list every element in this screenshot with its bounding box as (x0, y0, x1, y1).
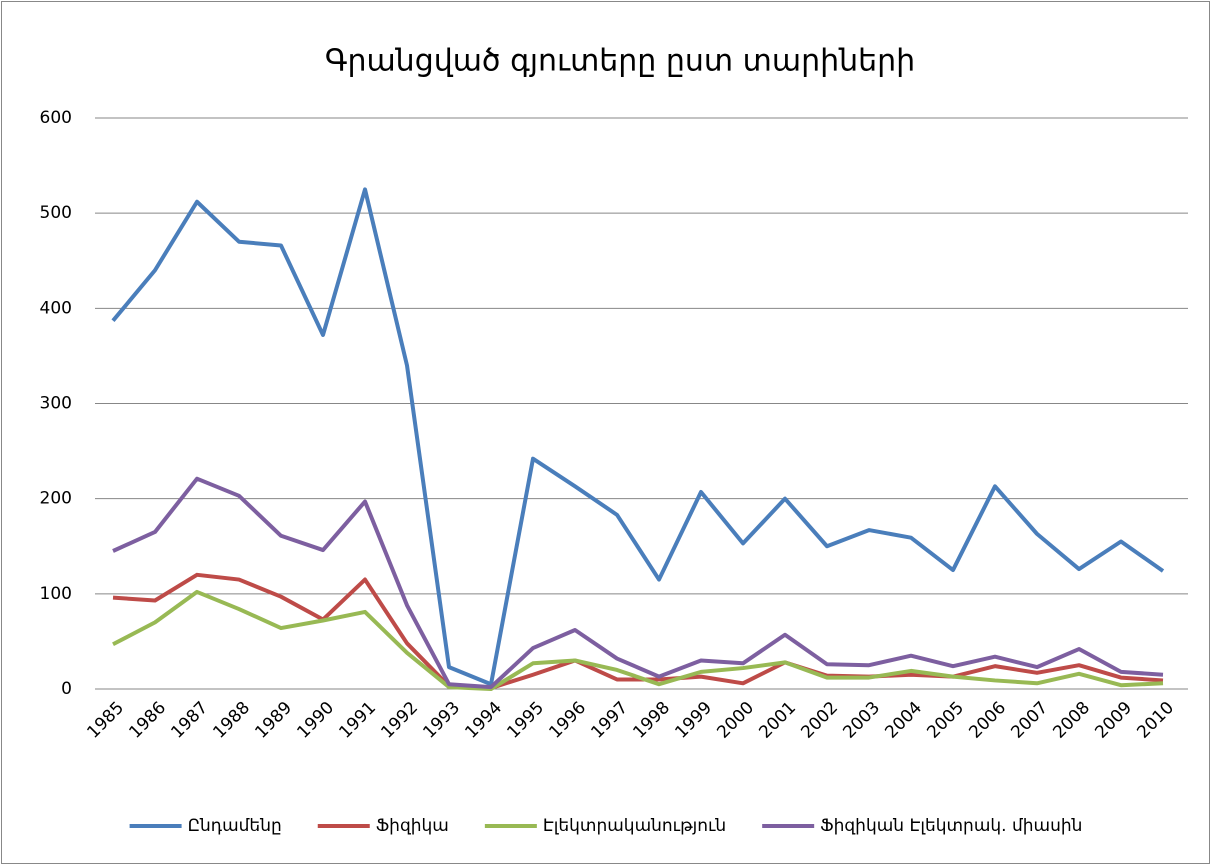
y-tick-label: 200 (40, 489, 72, 509)
y-tick-label: 300 (40, 394, 72, 414)
legend-label: Ընդամենը (188, 816, 282, 836)
y-tick-label: 0 (61, 679, 72, 699)
y-tick-label: 100 (40, 584, 72, 604)
chart-title: Գրանցված գյուտերը ըստ տարիների (325, 44, 915, 79)
series-line (112, 572, 1164, 691)
series-line (112, 589, 1164, 691)
y-tick-label: 600 (40, 108, 72, 128)
legend-label: Ֆիզիկան Էլեկտրակ. միասին (820, 816, 1082, 836)
series-line (111, 187, 1165, 687)
y-tick-label: 400 (40, 298, 72, 318)
y-tick-label: 500 (40, 203, 72, 223)
legend-label: Ֆիզիկա (376, 816, 449, 836)
legend: Ընդամենը Ֆիզիկա Էլեկտրականություն Ֆիզիկան Է… (129, 816, 1082, 836)
legend-label: Էլեկտրականություն (543, 816, 726, 836)
series-line (112, 476, 1164, 690)
